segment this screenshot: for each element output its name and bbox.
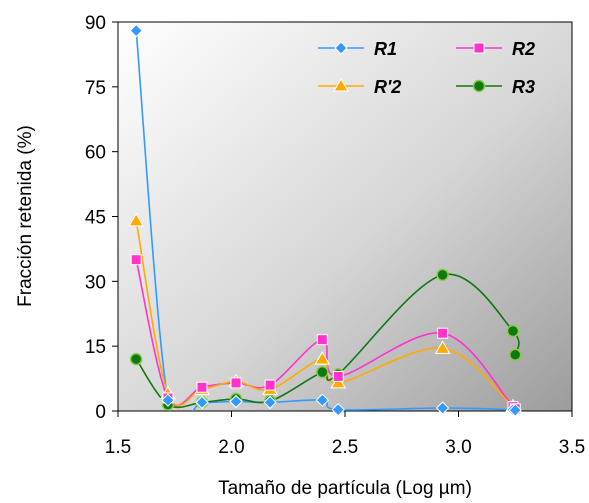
x-tick-label: 1.5 [105, 437, 131, 458]
data-point [129, 352, 143, 366]
data-point [230, 377, 242, 389]
y-tick-label: 60 [85, 143, 106, 164]
data-point [195, 395, 209, 410]
y-tick-label: 45 [85, 208, 106, 229]
data-point [196, 381, 208, 393]
x-axis-title: Tamaño de partícula (Log µm) [218, 478, 472, 499]
x-tick-label: 3.5 [559, 437, 585, 458]
legend-label: R'2 [374, 77, 401, 97]
y-axis-title: Fracción retenida (%) [15, 125, 36, 307]
data-point [263, 395, 277, 410]
data-point [509, 348, 522, 362]
data-point [506, 324, 520, 338]
x-tick-label: 2.5 [332, 437, 358, 458]
data-point [435, 401, 450, 415]
legend-label: R3 [512, 77, 535, 97]
y-tick-label: 90 [85, 13, 106, 34]
legend-marker [334, 41, 348, 55]
plot-area [117, 21, 573, 412]
legend: R1 R2 R'2 R3 [318, 39, 535, 97]
data-point [332, 370, 344, 382]
legend-label: R2 [512, 39, 535, 59]
x-tick-label: 3.0 [445, 437, 471, 458]
data-point [130, 254, 142, 266]
data-point [434, 340, 451, 354]
legend-marker [473, 42, 485, 54]
y-tick-label: 75 [85, 78, 106, 99]
legend-marker [472, 79, 486, 93]
data-point [316, 334, 328, 346]
data-point [161, 393, 175, 407]
legend-marker [333, 78, 349, 92]
data-point [229, 394, 243, 409]
y-tick-label: 30 [85, 272, 106, 293]
y-tick-label: 15 [85, 337, 106, 358]
data-point [331, 402, 345, 417]
legend-label: R1 [374, 39, 397, 59]
data-point [264, 379, 276, 391]
y-tick-label: 0 [95, 402, 106, 423]
data-point [128, 212, 145, 227]
data-point [129, 23, 143, 38]
data-point [314, 351, 331, 365]
data-point [437, 327, 449, 339]
data-point [316, 365, 329, 379]
data-point [508, 403, 522, 417]
data-point [436, 268, 449, 282]
data-point [315, 393, 330, 407]
x-tick-label: 2.0 [218, 437, 244, 458]
